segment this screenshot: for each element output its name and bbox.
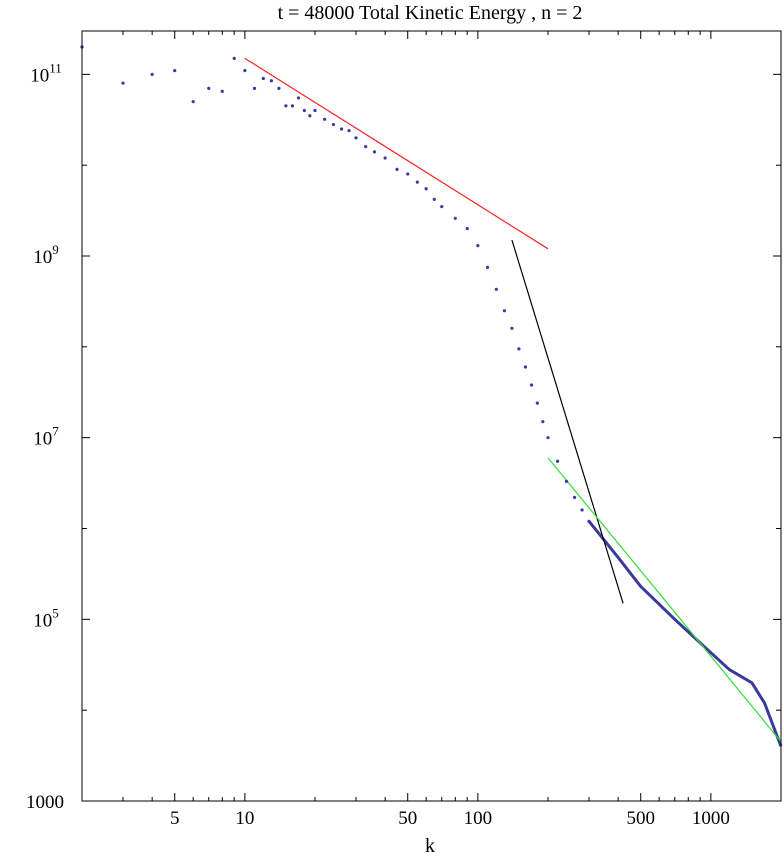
data-point: [494, 287, 498, 291]
x-tick-label: 50: [398, 808, 417, 829]
data-point: [284, 104, 288, 108]
data-point: [395, 167, 399, 171]
data-point: [150, 72, 154, 76]
data-point: [529, 383, 534, 387]
data-point: [510, 326, 514, 330]
data-point: [432, 197, 436, 201]
data-point: [465, 227, 469, 231]
data-point: [243, 68, 247, 73]
data-point: [440, 204, 444, 209]
data-point: [517, 347, 521, 351]
data-point: [424, 187, 428, 191]
x-tick-label: 10: [235, 808, 254, 829]
fit-line: [547, 457, 782, 743]
y-tick-label: 1011: [30, 60, 62, 86]
data-point: [121, 81, 125, 85]
x-axis-label: k: [425, 835, 435, 857]
data-point: [261, 76, 265, 81]
data-point: [302, 108, 306, 113]
data-point: [587, 519, 591, 523]
data-point: [347, 129, 351, 133]
data-point: [556, 459, 560, 463]
data-point: [207, 86, 211, 91]
data-point: [277, 86, 281, 91]
chart-title: t = 48000 Total Kinetic Energy , n = 2: [278, 2, 583, 24]
data-point: [372, 150, 377, 154]
data-point: [406, 172, 410, 176]
y-tick-label: 109: [33, 242, 59, 268]
data-point: [313, 108, 317, 113]
data-point: [546, 436, 550, 440]
y-axis: 1000 105 107 109 1011: [26, 60, 781, 813]
data-point: [572, 495, 577, 499]
data-point: [580, 508, 584, 512]
y-tick-label: 107: [33, 424, 59, 450]
data-point: [485, 265, 490, 269]
data-point: [476, 244, 480, 248]
data-point: [541, 420, 545, 424]
data-point: [339, 127, 344, 131]
data-point: [502, 309, 507, 313]
data-point: [535, 401, 539, 405]
data-point: [296, 96, 301, 100]
fit-line: [244, 57, 549, 250]
data-point: [523, 365, 528, 369]
data-point: [354, 136, 358, 140]
data-point: [364, 145, 368, 149]
data-point: [564, 479, 569, 483]
x-tick-label: 500: [626, 808, 655, 829]
x-tick-label: 1000: [692, 808, 730, 829]
spectrum-curve: [587, 520, 783, 747]
data-point: [323, 117, 327, 121]
x-axis: 5 10 50 100 500 1000: [81, 31, 782, 829]
data-point: [252, 86, 257, 91]
x-tick-label: 5: [170, 808, 180, 829]
plot-area: [80, 45, 783, 747]
data-point: [453, 216, 457, 220]
data-point: [383, 156, 387, 160]
x-tick-label: 100: [464, 808, 493, 829]
plot-frame: [81, 30, 782, 802]
data-point: [415, 180, 419, 184]
data-point: [232, 56, 236, 60]
data-point: [191, 100, 195, 104]
fit-line: [511, 239, 624, 604]
y-tick-label: 1000: [26, 792, 64, 813]
data-point: [308, 114, 312, 118]
y-tick-label: 105: [33, 605, 59, 631]
data-point: [290, 104, 295, 108]
data-point: [269, 79, 274, 83]
data-point: [173, 68, 177, 73]
data-point: [331, 122, 336, 127]
data-point: [220, 89, 224, 93]
